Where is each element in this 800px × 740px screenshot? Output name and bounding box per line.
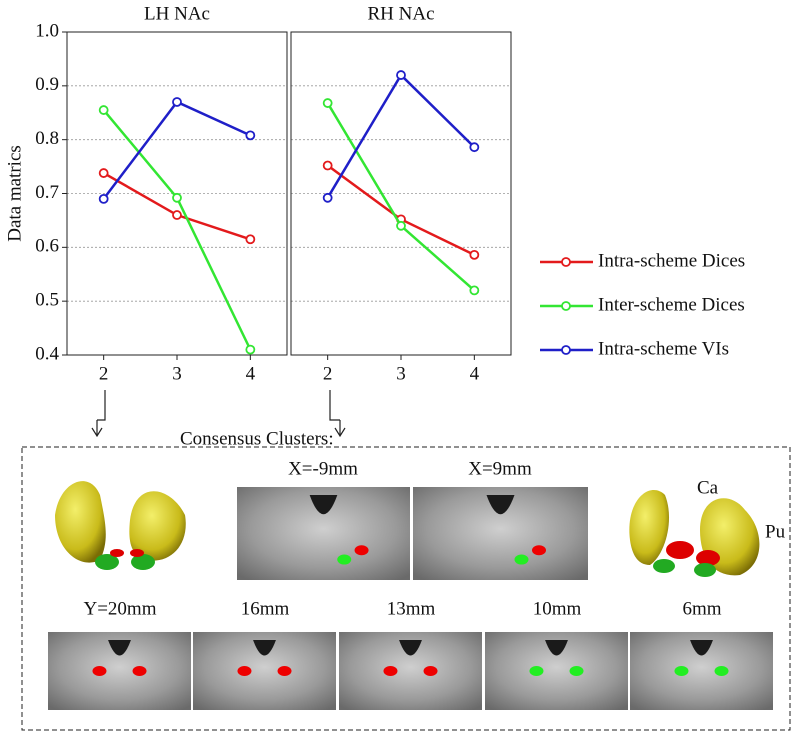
structure-label: Pu bbox=[765, 521, 786, 542]
view-label: X=9mm bbox=[468, 458, 532, 479]
legend-label: Intra-scheme VIs bbox=[598, 338, 729, 359]
ventricle bbox=[309, 495, 338, 515]
point bbox=[245, 344, 256, 355]
x-tick-label: 4 bbox=[470, 363, 480, 384]
ventricle bbox=[253, 640, 276, 656]
legend-marker bbox=[561, 345, 571, 355]
y-tick-label: 0.4 bbox=[35, 343, 59, 364]
view-label: Y=20mm bbox=[84, 598, 157, 619]
chart-title: LH NAc bbox=[144, 3, 210, 24]
series-line bbox=[326, 102, 476, 292]
cluster bbox=[532, 545, 546, 556]
view-label: 10mm bbox=[533, 598, 582, 619]
y-tick-label: 1.0 bbox=[35, 20, 59, 41]
cluster bbox=[237, 666, 252, 676]
chart-title: RH NAc bbox=[367, 3, 434, 24]
cluster bbox=[92, 666, 107, 676]
image-panel bbox=[21, 446, 791, 731]
legend-marker bbox=[561, 257, 571, 267]
cluster bbox=[714, 666, 729, 676]
arrow bbox=[91, 390, 106, 438]
x-tick-label: 3 bbox=[396, 363, 406, 384]
x-tick-label: 2 bbox=[99, 363, 109, 384]
point bbox=[469, 249, 480, 260]
ventricle bbox=[399, 640, 422, 656]
y-tick-label: 0.7 bbox=[35, 182, 59, 203]
legend-marker bbox=[561, 301, 571, 311]
cluster bbox=[383, 666, 398, 676]
point bbox=[469, 285, 480, 296]
point bbox=[396, 70, 406, 80]
ventricle bbox=[486, 495, 515, 515]
view-label: X=-9mm bbox=[288, 458, 358, 479]
cluster bbox=[514, 554, 529, 565]
y-tick-label: 0.5 bbox=[35, 290, 59, 311]
structure-label: Ca bbox=[697, 477, 719, 498]
point bbox=[396, 220, 406, 231]
caption: Consensus Clusters: bbox=[180, 428, 334, 449]
y-tick-label: 0.6 bbox=[35, 236, 59, 257]
ventricle bbox=[690, 640, 713, 656]
point bbox=[245, 130, 256, 141]
x-tick-label: 2 bbox=[323, 363, 333, 384]
render-left bbox=[55, 481, 186, 570]
legend-label: Intra-scheme Dices bbox=[598, 250, 745, 271]
series-line bbox=[103, 171, 251, 241]
view-label: 13mm bbox=[387, 598, 436, 619]
cluster bbox=[674, 666, 689, 676]
point bbox=[98, 168, 109, 178]
y-tick-label: 0.8 bbox=[35, 128, 59, 149]
series-line bbox=[102, 109, 252, 351]
series-line bbox=[326, 164, 475, 256]
point bbox=[172, 97, 182, 107]
view-label: 16mm bbox=[241, 598, 290, 619]
view-label: 6mm bbox=[682, 598, 721, 619]
point bbox=[322, 160, 333, 171]
x-tick-label: 3 bbox=[172, 363, 182, 384]
point bbox=[172, 192, 182, 203]
point bbox=[245, 234, 256, 245]
y-tick-label: 0.9 bbox=[35, 74, 59, 95]
point bbox=[322, 98, 333, 108]
point bbox=[322, 192, 333, 203]
x-tick-label: 4 bbox=[246, 363, 256, 384]
cluster bbox=[132, 666, 147, 676]
cluster bbox=[354, 545, 369, 556]
cluster bbox=[529, 666, 544, 676]
cluster bbox=[423, 666, 438, 676]
arrow bbox=[329, 390, 346, 438]
cluster bbox=[277, 666, 292, 676]
cluster bbox=[337, 554, 352, 565]
legend-label: Inter-scheme Dices bbox=[598, 294, 745, 315]
cluster bbox=[569, 666, 584, 676]
ventricle bbox=[108, 640, 131, 656]
point bbox=[172, 210, 182, 220]
series-line bbox=[326, 73, 476, 199]
point bbox=[469, 142, 480, 153]
ventricle bbox=[545, 640, 568, 656]
y-axis-label: Data matrics bbox=[4, 145, 25, 242]
point bbox=[98, 105, 109, 115]
point bbox=[98, 193, 109, 204]
render-right bbox=[629, 490, 760, 577]
